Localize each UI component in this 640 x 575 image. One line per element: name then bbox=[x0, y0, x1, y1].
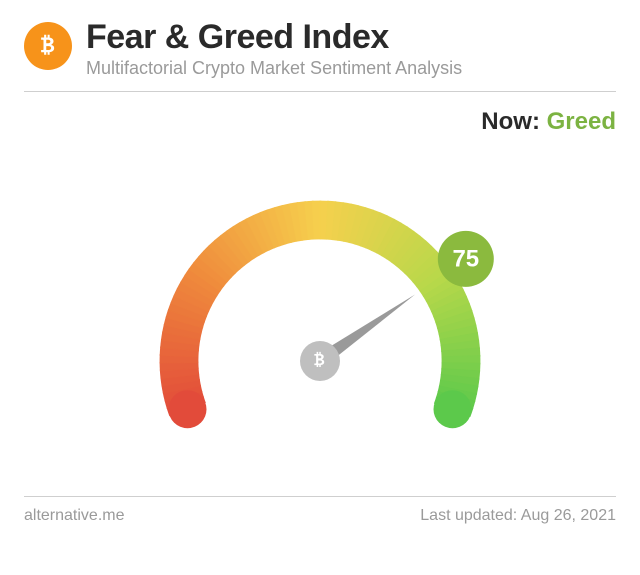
title-block: Fear & Greed Index Multifactorial Crypto… bbox=[86, 18, 462, 79]
now-status: Now: Greed bbox=[24, 108, 616, 136]
svg-text:75: 75 bbox=[452, 245, 479, 272]
gauge-chart: 75 bbox=[24, 136, 616, 496]
last-updated: Last updated: Aug 26, 2021 bbox=[420, 507, 616, 525]
now-label: Now: bbox=[481, 108, 540, 135]
bitcoin-icon bbox=[24, 22, 72, 70]
page-title: Fear & Greed Index bbox=[86, 18, 462, 57]
footer: alternative.me Last updated: Aug 26, 202… bbox=[24, 496, 616, 525]
now-value: Greed bbox=[547, 108, 616, 135]
header: Fear & Greed Index Multifactorial Crypto… bbox=[24, 18, 616, 92]
source-label: alternative.me bbox=[24, 507, 125, 525]
page-subtitle: Multifactorial Crypto Market Sentiment A… bbox=[86, 58, 462, 79]
